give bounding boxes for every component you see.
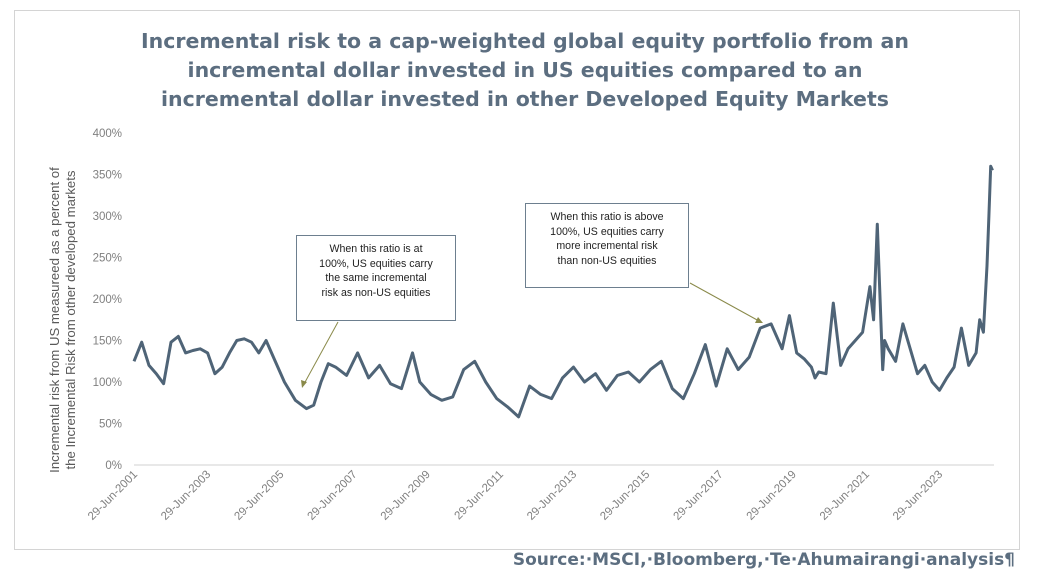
x-tick-label: 29-Jun-2019: [745, 469, 799, 523]
y-tick-label: 0%: [105, 460, 122, 472]
x-tick-label: 29-Jun-2007: [306, 469, 360, 523]
callout-line: When this ratio is above: [550, 211, 664, 223]
callout-arrowhead-right: [755, 317, 763, 323]
x-tick-label: 29-Jun-2001: [86, 469, 140, 523]
x-tick-label: 29-Jun-2009: [379, 469, 433, 523]
chart-title-line: incremental dollar invested in US equiti…: [187, 58, 863, 82]
callout-line: 100%, US equities carry: [550, 225, 664, 238]
callout-line: than non-US equities: [557, 254, 657, 267]
callout-line: When this ratio is at: [329, 243, 423, 255]
annotation-callout-above: When this ratio is above 100%, US equiti…: [525, 203, 689, 288]
x-tick-label: 29-Jun-2011: [453, 469, 507, 523]
callout-line: risk as non-US equities: [321, 286, 431, 299]
x-tick-label: 29-Jun-2015: [598, 469, 652, 523]
x-tick-label: 29-Jun-2021: [818, 469, 872, 523]
x-axis-ticks: 29-Jun-2001 29-Jun-2003 29-Jun-2005 29-Jun-…: [86, 469, 945, 523]
y-tick-label: 150%: [93, 336, 122, 348]
y-tick-label: 400%: [93, 128, 122, 140]
callout-line: more incremental risk: [556, 240, 658, 252]
callout-line: 100%, US equities carry: [319, 257, 433, 270]
x-tick-label: 29-Jun-2017: [672, 469, 726, 523]
callout-arrowhead-left: [301, 380, 307, 388]
x-tick-label: 29-Jun-2023: [891, 469, 945, 523]
x-tick-label: 29-Jun-2003: [159, 469, 213, 523]
callout-arrow-right: [689, 282, 760, 322]
y-tick-label: 300%: [93, 211, 122, 223]
source-note: Source:·MSCI,·Bloomberg,·Te·Ahumairangi·…: [512, 550, 1015, 570]
chart-title-line: incremental dollar invested in other Dev…: [161, 87, 889, 111]
y-tick-label: 50%: [99, 419, 122, 431]
series-line-ratio: [132, 164, 994, 419]
annotation-callout-equal: When this ratio is at 100%, US equities …: [296, 235, 456, 321]
y-tick-label: 200%: [93, 294, 122, 306]
chart-title-line: Incremental risk to a cap-weighted globa…: [141, 29, 909, 53]
y-axis-ticks: 0% 50% 100% 150% 200% 250% 300% 350% 400%: [93, 128, 122, 472]
callout-arrow-left: [303, 321, 339, 385]
chart-frame: [14, 10, 1020, 550]
chart-title: Incremental risk to a cap-weighted globa…: [60, 27, 990, 114]
y-tick-label: 250%: [93, 253, 122, 265]
y-tick-label: 100%: [93, 377, 122, 389]
x-tick-label: 29-Jun-2005: [232, 469, 286, 523]
y-tick-label: 350%: [93, 170, 122, 182]
callout-line: the same incremental: [325, 272, 427, 284]
x-tick-label: 29-Jun-2013: [525, 469, 579, 523]
